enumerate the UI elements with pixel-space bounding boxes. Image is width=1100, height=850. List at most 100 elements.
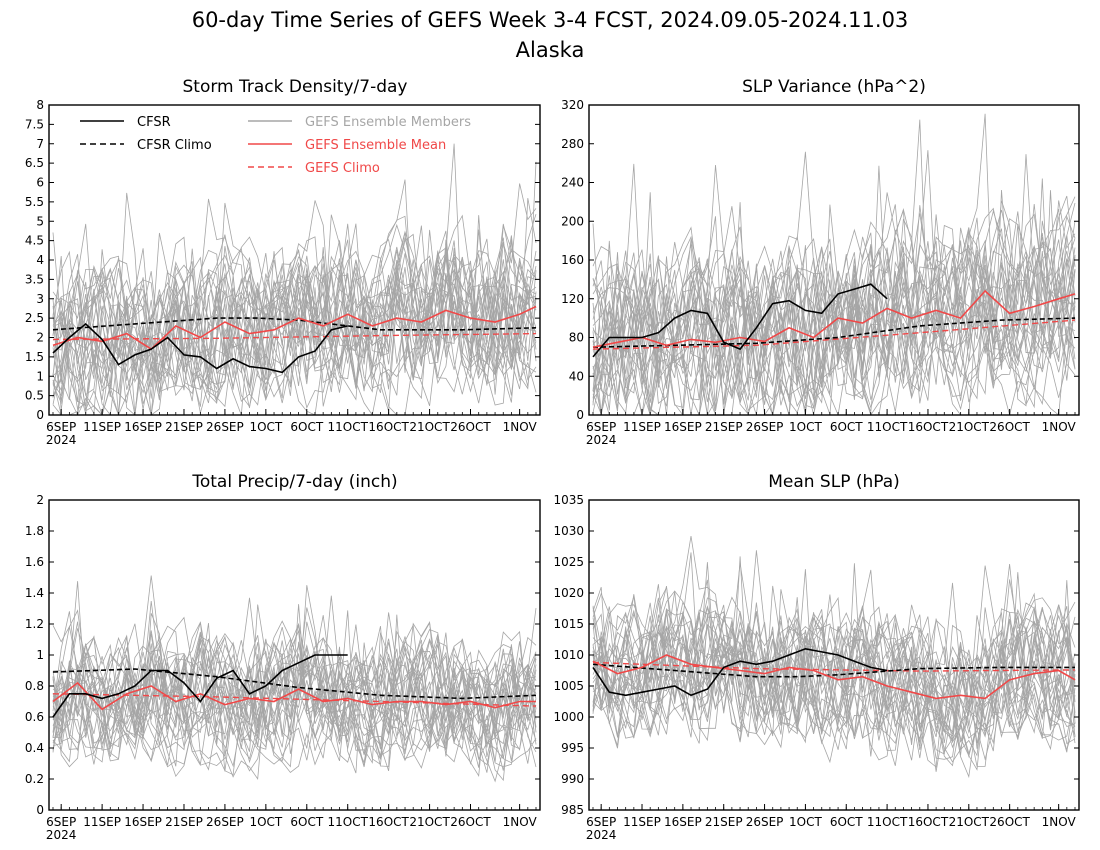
x-tick-label: 26OCT — [989, 815, 1030, 829]
x-tick-label: 6OCT — [830, 420, 863, 434]
x-tick-label: 21SEP — [165, 815, 203, 829]
series-line-gefs-climo — [592, 319, 1076, 350]
x-tick-label: 16OCT — [368, 815, 409, 829]
x-tick-label: 1NOV — [1042, 420, 1077, 434]
x-year-label: 2024 — [586, 828, 617, 842]
legend-gefs-climo-label: GEFS Climo — [305, 161, 380, 176]
y-tick-label: 0.5 — [25, 389, 44, 403]
legend-gefs-mean-label: GEFS Ensemble Mean — [305, 138, 446, 153]
x-tick-label: 26SEP — [746, 815, 784, 829]
ensemble-member-line — [592, 204, 1076, 415]
panel-title: Total Precip/7-day (inch) — [191, 472, 397, 492]
x-tick-label: 11SEP — [623, 420, 661, 434]
panel-storm-track-density: Storm Track Density/7-day 0 0.5 1 1.5 2 2.5 3 3… — [25, 77, 541, 447]
series-line-gefs-ensemble-mean — [52, 681, 536, 711]
x-tick-label: 16SEP — [664, 815, 702, 829]
ensemble-member-line — [52, 202, 537, 415]
y-tick-label: 1035 — [553, 493, 584, 507]
ensemble-member-line — [52, 198, 537, 415]
x-tick-label: 1OCT — [249, 420, 282, 434]
series-line-cfsr — [592, 647, 888, 697]
y-tick-label: 0.2 — [25, 772, 44, 786]
ensemble-member-line — [592, 237, 1076, 404]
panel-title: Mean SLP (hPa) — [768, 472, 900, 492]
y-tick-label: 0 — [36, 408, 44, 422]
x-tick-label: 6OCT — [290, 420, 323, 434]
ensemble-member-line — [592, 592, 1076, 751]
y-tick-label: 6.5 — [25, 156, 44, 170]
series-line-gefs-ensemble-mean — [592, 289, 1076, 348]
y-tick-label: 80 — [569, 331, 584, 345]
y-tick-label: 1.2 — [25, 617, 44, 631]
y-tick-label: 990 — [561, 772, 584, 786]
ensemble-member-line — [52, 232, 537, 388]
y-tick-label: 1.4 — [25, 586, 44, 600]
x-tick-label: 11OCT — [327, 420, 368, 434]
ensemble-member-line — [52, 601, 537, 760]
y-tick-label: 200 — [561, 214, 584, 228]
y-tick-label: 320 — [561, 98, 584, 112]
series-line-cfsr — [52, 654, 348, 718]
y-tick-label: 1015 — [553, 617, 584, 631]
x-tick-label: 26SEP — [206, 815, 244, 829]
y-tick-label: 0.8 — [25, 679, 44, 693]
ensemble-member-line — [52, 610, 537, 764]
y-tick-label: 2.5 — [25, 311, 44, 325]
ensemble-member-line — [592, 550, 1076, 761]
x-tick-label: 6OCT — [290, 815, 323, 829]
ensemble-member-line — [592, 616, 1076, 753]
ensemble-member-line — [592, 605, 1076, 752]
y-tick-label: 1010 — [553, 648, 584, 662]
x-tick-label: 11SEP — [83, 420, 121, 434]
x-tick-label: 26OCT — [450, 420, 491, 434]
x-tick-label: 6SEP — [46, 815, 76, 829]
series-line-cfsr-climo — [592, 663, 1075, 678]
y-tick-label: 3.5 — [25, 272, 44, 286]
ensemble-member-line — [592, 579, 1076, 761]
ensemble-member-line — [52, 161, 537, 415]
legend: CFSR CFSR Climo GEFS Ensemble Members GE… — [80, 115, 471, 176]
x-tick-label: 26SEP — [746, 420, 784, 434]
x-tick-label: 16SEP — [124, 815, 162, 829]
x-tick-label: 16SEP — [664, 420, 702, 434]
y-tick-label: 1000 — [553, 710, 584, 724]
y-tick-label: 1 — [36, 369, 44, 383]
y-tick-label: 1005 — [553, 679, 584, 693]
x-tick-label: 26OCT — [989, 420, 1030, 434]
panel-slp-variance: SLP Variance (hPa^2) 0 40 80 120 160 200 240 28… — [561, 77, 1080, 447]
legend-cfsr-climo-label: CFSR Climo — [137, 138, 212, 153]
y-tick-label: 6 — [36, 176, 44, 190]
ensemble-member-line — [592, 215, 1076, 415]
ensemble-member-line — [592, 151, 1076, 405]
ensemble-member-line — [592, 606, 1076, 771]
y-tick-label: 995 — [561, 741, 584, 755]
ensemble-member-line — [592, 536, 1076, 746]
y-tick-label: 4.5 — [25, 234, 44, 248]
x-tick-label: 1NOV — [503, 815, 538, 829]
ensemble-member-line — [52, 215, 537, 415]
ensemble-member-line — [592, 119, 1076, 415]
y-tick-label: 2 — [36, 331, 44, 345]
x-tick-label: 21OCT — [949, 420, 990, 434]
y-tick-label: 1.6 — [25, 555, 44, 569]
ensemble-member-line — [52, 633, 537, 772]
y-tick-label: 1025 — [553, 555, 584, 569]
y-tick-label: 3 — [36, 292, 44, 306]
x-year-label: 2024 — [46, 433, 77, 447]
y-tick-label: 1030 — [553, 524, 584, 538]
x-tick-label: 21SEP — [705, 420, 743, 434]
ensemble-member-line — [52, 179, 537, 395]
y-tick-label: 4 — [36, 253, 44, 267]
y-tick-label: 0 — [576, 408, 584, 422]
series-line-cfsr-climo — [52, 668, 537, 700]
y-tick-label: 1.5 — [25, 350, 44, 364]
panel-mean-slp: Mean SLP (hPa) 985 990 995 1000 1005 1010 1015… — [553, 472, 1080, 842]
ensemble-member-line — [592, 224, 1076, 415]
figure-subtitle: Alaska — [516, 38, 585, 62]
panel-title: SLP Variance (hPa^2) — [742, 77, 926, 97]
x-tick-label: 11OCT — [327, 815, 368, 829]
x-year-label: 2024 — [46, 828, 77, 842]
ensemble-member-line — [52, 259, 537, 404]
ensemble-member-line — [52, 626, 537, 762]
y-tick-label: 2 — [36, 493, 44, 507]
